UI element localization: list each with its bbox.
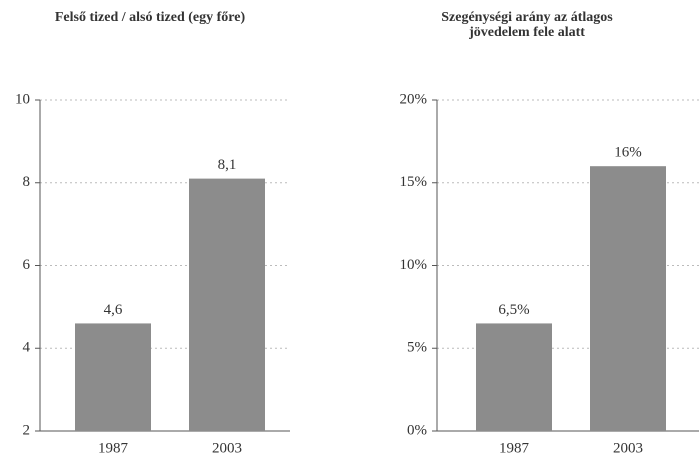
bar	[189, 178, 265, 431]
value-label: 4,6	[104, 302, 123, 318]
y-tick-label: 10%	[400, 257, 428, 273]
y-tick-label: 6	[23, 257, 31, 273]
value-label: 16%	[614, 145, 642, 161]
value-label: 8,1	[218, 157, 237, 173]
bar	[75, 323, 151, 431]
y-tick-label: 20%	[400, 91, 428, 107]
chart-title: Felső tized / alsó tized (egy főre)	[55, 10, 246, 25]
x-tick-label: 2003	[212, 440, 242, 456]
x-tick-label: 1987	[499, 440, 530, 456]
bar	[590, 166, 666, 431]
y-tick-label: 15%	[400, 174, 428, 190]
x-tick-label: 1987	[98, 440, 129, 456]
y-tick-label: 4	[23, 340, 31, 356]
y-tick-label: 0%	[407, 422, 427, 438]
y-tick-label: 5%	[407, 340, 427, 356]
y-tick-label: 10	[15, 91, 30, 107]
chart-title: Szegénységi arány az átlagos jövedelem fe…	[441, 10, 613, 40]
value-label: 6,5%	[498, 302, 529, 318]
bar	[476, 323, 552, 431]
y-tick-label: 2	[23, 422, 31, 438]
x-tick-label: 2003	[613, 440, 643, 456]
y-tick-label: 8	[23, 174, 31, 190]
